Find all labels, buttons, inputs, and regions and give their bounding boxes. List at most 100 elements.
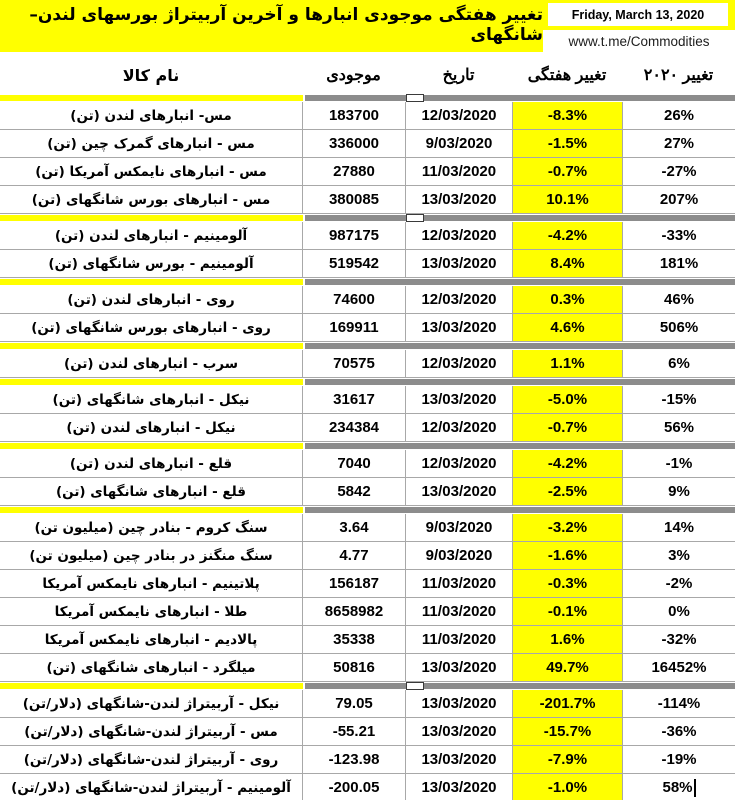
cell-inventory[interactable]: 74600	[302, 286, 405, 313]
cell-date[interactable]: 12/03/2020	[405, 414, 512, 441]
cell-product-name[interactable]: قلع - انبارهای شانگهای (تن)	[0, 478, 302, 505]
cell-inventory[interactable]: -123.98	[302, 746, 405, 773]
cell-product-name[interactable]: نیکل - انبارهای شانگهای (تن)	[0, 386, 302, 413]
cell-weekly-change[interactable]: -201.7%	[512, 690, 622, 717]
cell-inventory[interactable]: 4.77	[302, 542, 405, 569]
cell-date[interactable]: 12/03/2020	[405, 450, 512, 477]
cell-change-2020[interactable]: -33%	[622, 222, 735, 249]
cell-change-2020[interactable]: -1%	[622, 450, 735, 477]
cell-change-2020[interactable]: 6%	[622, 350, 735, 377]
cell-weekly-change[interactable]: -0.1%	[512, 598, 622, 625]
cell-product-name[interactable]: نیکل - آربیتراژ لندن-شانگهای (دلار/تن)	[0, 690, 302, 717]
cell-inventory[interactable]: 234384	[302, 414, 405, 441]
cell-date[interactable]: 11/03/2020	[405, 158, 512, 185]
cell-date[interactable]: 13/03/2020	[405, 718, 512, 745]
cell-product-name[interactable]: پالادیم - انبارهای نایمکس آمریکا	[0, 626, 302, 653]
cell-weekly-change[interactable]: -1.6%	[512, 542, 622, 569]
cell-weekly-change[interactable]: 1.1%	[512, 350, 622, 377]
cell-inventory[interactable]: 35338	[302, 626, 405, 653]
cell-change-2020[interactable]: -32%	[622, 626, 735, 653]
cell-weekly-change[interactable]: 4.6%	[512, 314, 622, 341]
cell-change-2020[interactable]: 27%	[622, 130, 735, 157]
cell-product-name[interactable]: قلع - انبارهای لندن (تن)	[0, 450, 302, 477]
cell-product-name[interactable]: آلومینیم - آربیتراژ لندن-شانگهای (دلار/ت…	[0, 774, 302, 800]
cell-weekly-change[interactable]: -7.9%	[512, 746, 622, 773]
cell-inventory[interactable]: 987175	[302, 222, 405, 249]
cell-date[interactable]: 13/03/2020	[405, 386, 512, 413]
cell-weekly-change[interactable]: -15.7%	[512, 718, 622, 745]
cell-date[interactable]: 9/03/2020	[405, 542, 512, 569]
cell-inventory[interactable]: 3.64	[302, 514, 405, 541]
cell-product-name[interactable]: روی - انبارهای لندن (تن)	[0, 286, 302, 313]
cell-change-2020[interactable]: 46%	[622, 286, 735, 313]
cell-date[interactable]: 12/03/2020	[405, 102, 512, 129]
cell-product-name[interactable]: روی - انبارهای بورس شانگهای (تن)	[0, 314, 302, 341]
cell-change-2020[interactable]: -2%	[622, 570, 735, 597]
cell-date[interactable]: 9/03/2020	[405, 130, 512, 157]
cell-weekly-change[interactable]: -5.0%	[512, 386, 622, 413]
cell-weekly-change[interactable]: -8.3%	[512, 102, 622, 129]
cell-product-name[interactable]: مس - انبارهای بورس شانگهای (تن)	[0, 186, 302, 213]
cell-product-name[interactable]: مس - آربیتراژ لندن-شانگهای (دلار/تن)	[0, 718, 302, 745]
cell-change-2020[interactable]: -15%	[622, 386, 735, 413]
cell-weekly-change[interactable]: 0.3%	[512, 286, 622, 313]
cell-product-name[interactable]: سنگ منگنز در بنادر چین (میلیون تن)	[0, 542, 302, 569]
cell-change-2020[interactable]: 0%	[622, 598, 735, 625]
cell-weekly-change[interactable]: -4.2%	[512, 450, 622, 477]
cell-product-name[interactable]: روی - آربیتراژ لندن-شانگهای (دلار/تن)	[0, 746, 302, 773]
cell-change-2020[interactable]: 3%	[622, 542, 735, 569]
cell-date[interactable]: 12/03/2020	[405, 222, 512, 249]
cell-weekly-change[interactable]: -4.2%	[512, 222, 622, 249]
cell-change-2020[interactable]: 58%	[622, 774, 735, 800]
cell-inventory[interactable]: -55.21	[302, 718, 405, 745]
cell-change-2020[interactable]: 14%	[622, 514, 735, 541]
cell-change-2020[interactable]: 181%	[622, 250, 735, 277]
cell-inventory[interactable]: 519542	[302, 250, 405, 277]
cell-inventory[interactable]: 169911	[302, 314, 405, 341]
cell-change-2020[interactable]: 56%	[622, 414, 735, 441]
cell-inventory[interactable]: 31617	[302, 386, 405, 413]
cell-date[interactable]: 13/03/2020	[405, 314, 512, 341]
cell-inventory[interactable]: 380085	[302, 186, 405, 213]
cell-weekly-change[interactable]: -0.7%	[512, 158, 622, 185]
cell-weekly-change[interactable]: 8.4%	[512, 250, 622, 277]
cell-date[interactable]: 9/03/2020	[405, 514, 512, 541]
cell-product-name[interactable]: سرب - انبارهای لندن (تن)	[0, 350, 302, 377]
cell-change-2020[interactable]: 16452%	[622, 654, 735, 681]
cell-date[interactable]: 13/03/2020	[405, 654, 512, 681]
cell-weekly-change[interactable]: -2.5%	[512, 478, 622, 505]
cell-product-name[interactable]: پلاتینیم - انبارهای نایمکس آمریکا	[0, 570, 302, 597]
cell-product-name[interactable]: مس - انبارهای گمرک چین (تن)	[0, 130, 302, 157]
cell-inventory[interactable]: 79.05	[302, 690, 405, 717]
cell-product-name[interactable]: مس- انبارهای لندن (تن)	[0, 102, 302, 129]
cell-product-name[interactable]: میلگرد - انبارهای شانگهای (تن)	[0, 654, 302, 681]
cell-change-2020[interactable]: 506%	[622, 314, 735, 341]
cell-product-name[interactable]: طلا - انبارهای نایمکس آمریکا	[0, 598, 302, 625]
cell-date[interactable]: 11/03/2020	[405, 598, 512, 625]
cell-change-2020[interactable]: -36%	[622, 718, 735, 745]
cell-weekly-change[interactable]: 10.1%	[512, 186, 622, 213]
cell-date[interactable]: 12/03/2020	[405, 286, 512, 313]
cell-inventory[interactable]: 7040	[302, 450, 405, 477]
cell-change-2020[interactable]: 9%	[622, 478, 735, 505]
cell-inventory[interactable]: 183700	[302, 102, 405, 129]
cell-inventory[interactable]: 336000	[302, 130, 405, 157]
cell-weekly-change[interactable]: -3.2%	[512, 514, 622, 541]
cell-change-2020[interactable]: -114%	[622, 690, 735, 717]
cell-product-name[interactable]: نیکل - انبارهای لندن (تن)	[0, 414, 302, 441]
cell-weekly-change[interactable]: 1.6%	[512, 626, 622, 653]
cell-date[interactable]: 13/03/2020	[405, 250, 512, 277]
cell-inventory[interactable]: 50816	[302, 654, 405, 681]
cell-inventory[interactable]: -200.05	[302, 774, 405, 800]
cell-weekly-change[interactable]: -0.3%	[512, 570, 622, 597]
cell-change-2020[interactable]: 26%	[622, 102, 735, 129]
cell-date[interactable]: 11/03/2020	[405, 570, 512, 597]
cell-weekly-change[interactable]: -1.5%	[512, 130, 622, 157]
cell-date[interactable]: 13/03/2020	[405, 478, 512, 505]
cell-change-2020[interactable]: -19%	[622, 746, 735, 773]
cell-inventory[interactable]: 5842	[302, 478, 405, 505]
cell-weekly-change[interactable]: -0.7%	[512, 414, 622, 441]
cell-change-2020[interactable]: 207%	[622, 186, 735, 213]
cell-inventory[interactable]: 27880	[302, 158, 405, 185]
cell-date[interactable]: 13/03/2020	[405, 774, 512, 800]
